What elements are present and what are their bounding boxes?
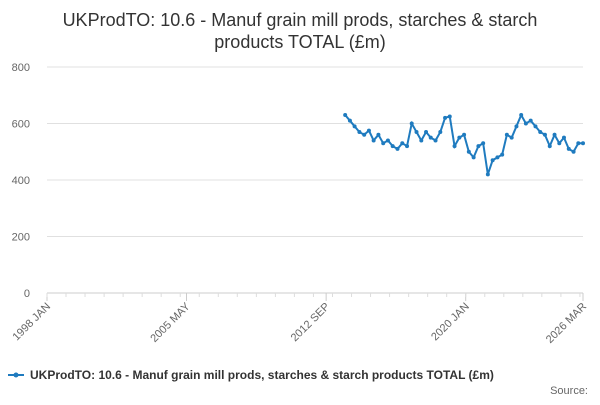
- point: [471, 155, 476, 160]
- source: Source:: [550, 385, 588, 397]
- point: [500, 152, 505, 157]
- point: [514, 124, 519, 129]
- point: [366, 128, 371, 133]
- point: [381, 141, 386, 146]
- point: [547, 144, 552, 149]
- point: [352, 124, 357, 129]
- point: [481, 141, 486, 146]
- point: [343, 113, 348, 118]
- point: [519, 113, 524, 118]
- x-tick-label: 2020 JAN: [429, 301, 472, 344]
- point: [405, 144, 410, 149]
- y-tick-label: 0: [24, 288, 30, 300]
- point: [528, 118, 533, 123]
- point: [581, 141, 585, 146]
- point: [466, 149, 471, 154]
- legend-label: UKProdTO: 10.6 - Manuf grain mill prods,…: [30, 368, 494, 382]
- point: [357, 129, 362, 134]
- point: [371, 138, 376, 143]
- y-tick-label: 400: [12, 175, 30, 187]
- point: [542, 132, 547, 137]
- point: [504, 132, 509, 137]
- point: [419, 138, 424, 143]
- point: [424, 129, 429, 134]
- point: [495, 155, 500, 160]
- y-tick-label: 200: [12, 232, 30, 244]
- point: [462, 132, 467, 137]
- x-tick-label: 2026 MAR: [544, 301, 589, 346]
- point: [509, 135, 514, 140]
- point: [414, 129, 419, 134]
- point: [538, 129, 543, 134]
- legend-marker: [13, 372, 19, 378]
- point: [385, 138, 390, 143]
- point: [447, 114, 452, 119]
- point: [433, 138, 438, 143]
- x-tick-label: 1998 JAN: [10, 301, 53, 344]
- point: [395, 146, 400, 151]
- point: [452, 144, 457, 149]
- point: [523, 121, 528, 126]
- chart-title: UKProdTO: 10.6 - Manuf grain mill prods,…: [63, 10, 538, 52]
- point: [390, 144, 395, 149]
- point: [376, 132, 381, 137]
- point: [576, 141, 581, 146]
- point: [490, 158, 495, 163]
- x-tick-label: 2012 SEP: [289, 301, 333, 345]
- point: [409, 121, 414, 126]
- point: [571, 149, 576, 154]
- point: [347, 118, 352, 123]
- point: [485, 172, 490, 177]
- point: [561, 135, 566, 140]
- point: [443, 115, 448, 120]
- point: [400, 141, 405, 146]
- point: [457, 135, 462, 140]
- point: [362, 132, 367, 137]
- point: [552, 132, 557, 137]
- y-tick-label: 800: [12, 62, 30, 74]
- point: [476, 144, 481, 149]
- point: [557, 141, 562, 146]
- y-tick-label: 600: [12, 119, 30, 131]
- point: [566, 146, 571, 151]
- point: [428, 135, 433, 140]
- x-tick-label: 2005 MAY: [148, 300, 193, 345]
- point: [438, 129, 443, 134]
- point: [533, 124, 538, 129]
